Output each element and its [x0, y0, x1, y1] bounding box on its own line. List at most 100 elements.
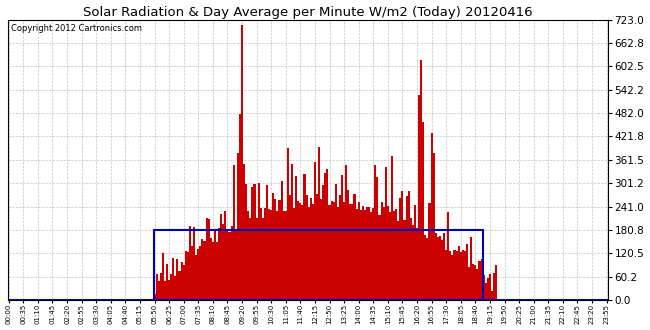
Bar: [387, 206, 389, 300]
Bar: [362, 206, 364, 300]
Bar: [231, 226, 233, 300]
Bar: [483, 276, 485, 300]
Bar: [456, 251, 458, 300]
Bar: [210, 238, 212, 300]
Bar: [216, 242, 218, 300]
Bar: [416, 228, 418, 300]
Bar: [235, 229, 237, 300]
Bar: [328, 205, 331, 300]
Bar: [229, 232, 231, 300]
Bar: [306, 195, 307, 300]
Bar: [250, 218, 252, 300]
Bar: [408, 191, 410, 300]
Bar: [281, 181, 283, 300]
Bar: [160, 273, 162, 300]
Bar: [310, 198, 312, 300]
Bar: [320, 199, 322, 300]
Bar: [337, 207, 339, 300]
Bar: [439, 236, 441, 300]
Bar: [243, 164, 245, 300]
Bar: [366, 207, 368, 300]
Bar: [470, 238, 472, 300]
Bar: [468, 267, 470, 300]
Bar: [343, 202, 345, 300]
Bar: [324, 174, 326, 300]
Bar: [218, 228, 220, 300]
Bar: [316, 194, 318, 300]
Bar: [166, 264, 168, 300]
Bar: [447, 212, 449, 300]
Bar: [158, 281, 160, 300]
Bar: [260, 208, 262, 300]
Bar: [412, 225, 414, 300]
Bar: [485, 283, 487, 300]
Bar: [391, 156, 393, 300]
Bar: [312, 204, 314, 300]
Bar: [197, 249, 200, 300]
Bar: [314, 162, 316, 300]
Bar: [302, 205, 304, 300]
Bar: [205, 218, 207, 300]
Bar: [462, 250, 464, 300]
Bar: [451, 255, 454, 300]
Bar: [474, 265, 476, 300]
Bar: [252, 187, 254, 300]
Bar: [193, 227, 195, 300]
Bar: [170, 274, 172, 300]
Bar: [247, 211, 250, 300]
Bar: [435, 233, 437, 300]
Bar: [399, 198, 402, 300]
Bar: [397, 221, 399, 300]
Bar: [289, 195, 291, 300]
Bar: [347, 190, 349, 300]
Bar: [358, 202, 359, 300]
Bar: [233, 165, 235, 300]
Bar: [285, 211, 287, 300]
Bar: [418, 94, 420, 300]
Bar: [299, 204, 302, 300]
Bar: [164, 281, 166, 300]
Bar: [445, 250, 447, 300]
Bar: [489, 274, 491, 300]
Bar: [222, 224, 224, 300]
Bar: [380, 202, 383, 300]
Bar: [472, 264, 474, 300]
Bar: [326, 169, 328, 300]
Bar: [428, 203, 430, 300]
Bar: [480, 259, 483, 300]
Bar: [274, 199, 276, 300]
Bar: [270, 210, 272, 300]
Bar: [189, 226, 191, 300]
Bar: [278, 200, 281, 300]
Bar: [364, 210, 366, 300]
Bar: [454, 250, 456, 300]
Bar: [374, 165, 376, 300]
Bar: [331, 201, 333, 300]
Bar: [372, 208, 374, 300]
Bar: [466, 244, 468, 300]
Bar: [185, 251, 187, 300]
Bar: [183, 265, 185, 300]
Bar: [368, 207, 370, 300]
Bar: [458, 246, 460, 300]
Bar: [341, 175, 343, 300]
Bar: [203, 241, 205, 300]
Bar: [322, 185, 324, 300]
Bar: [297, 201, 299, 300]
Bar: [495, 265, 497, 300]
Bar: [395, 209, 397, 300]
Bar: [491, 291, 493, 300]
Bar: [172, 258, 174, 300]
Bar: [202, 239, 203, 300]
Bar: [420, 60, 423, 300]
Bar: [207, 219, 210, 300]
Bar: [264, 208, 266, 300]
Bar: [385, 167, 387, 300]
Bar: [478, 261, 480, 300]
Bar: [239, 114, 241, 300]
Bar: [237, 153, 239, 300]
Bar: [426, 238, 428, 300]
Bar: [283, 211, 285, 300]
Bar: [162, 253, 164, 300]
Text: Copyright 2012 Cartronics.com: Copyright 2012 Cartronics.com: [10, 24, 142, 33]
